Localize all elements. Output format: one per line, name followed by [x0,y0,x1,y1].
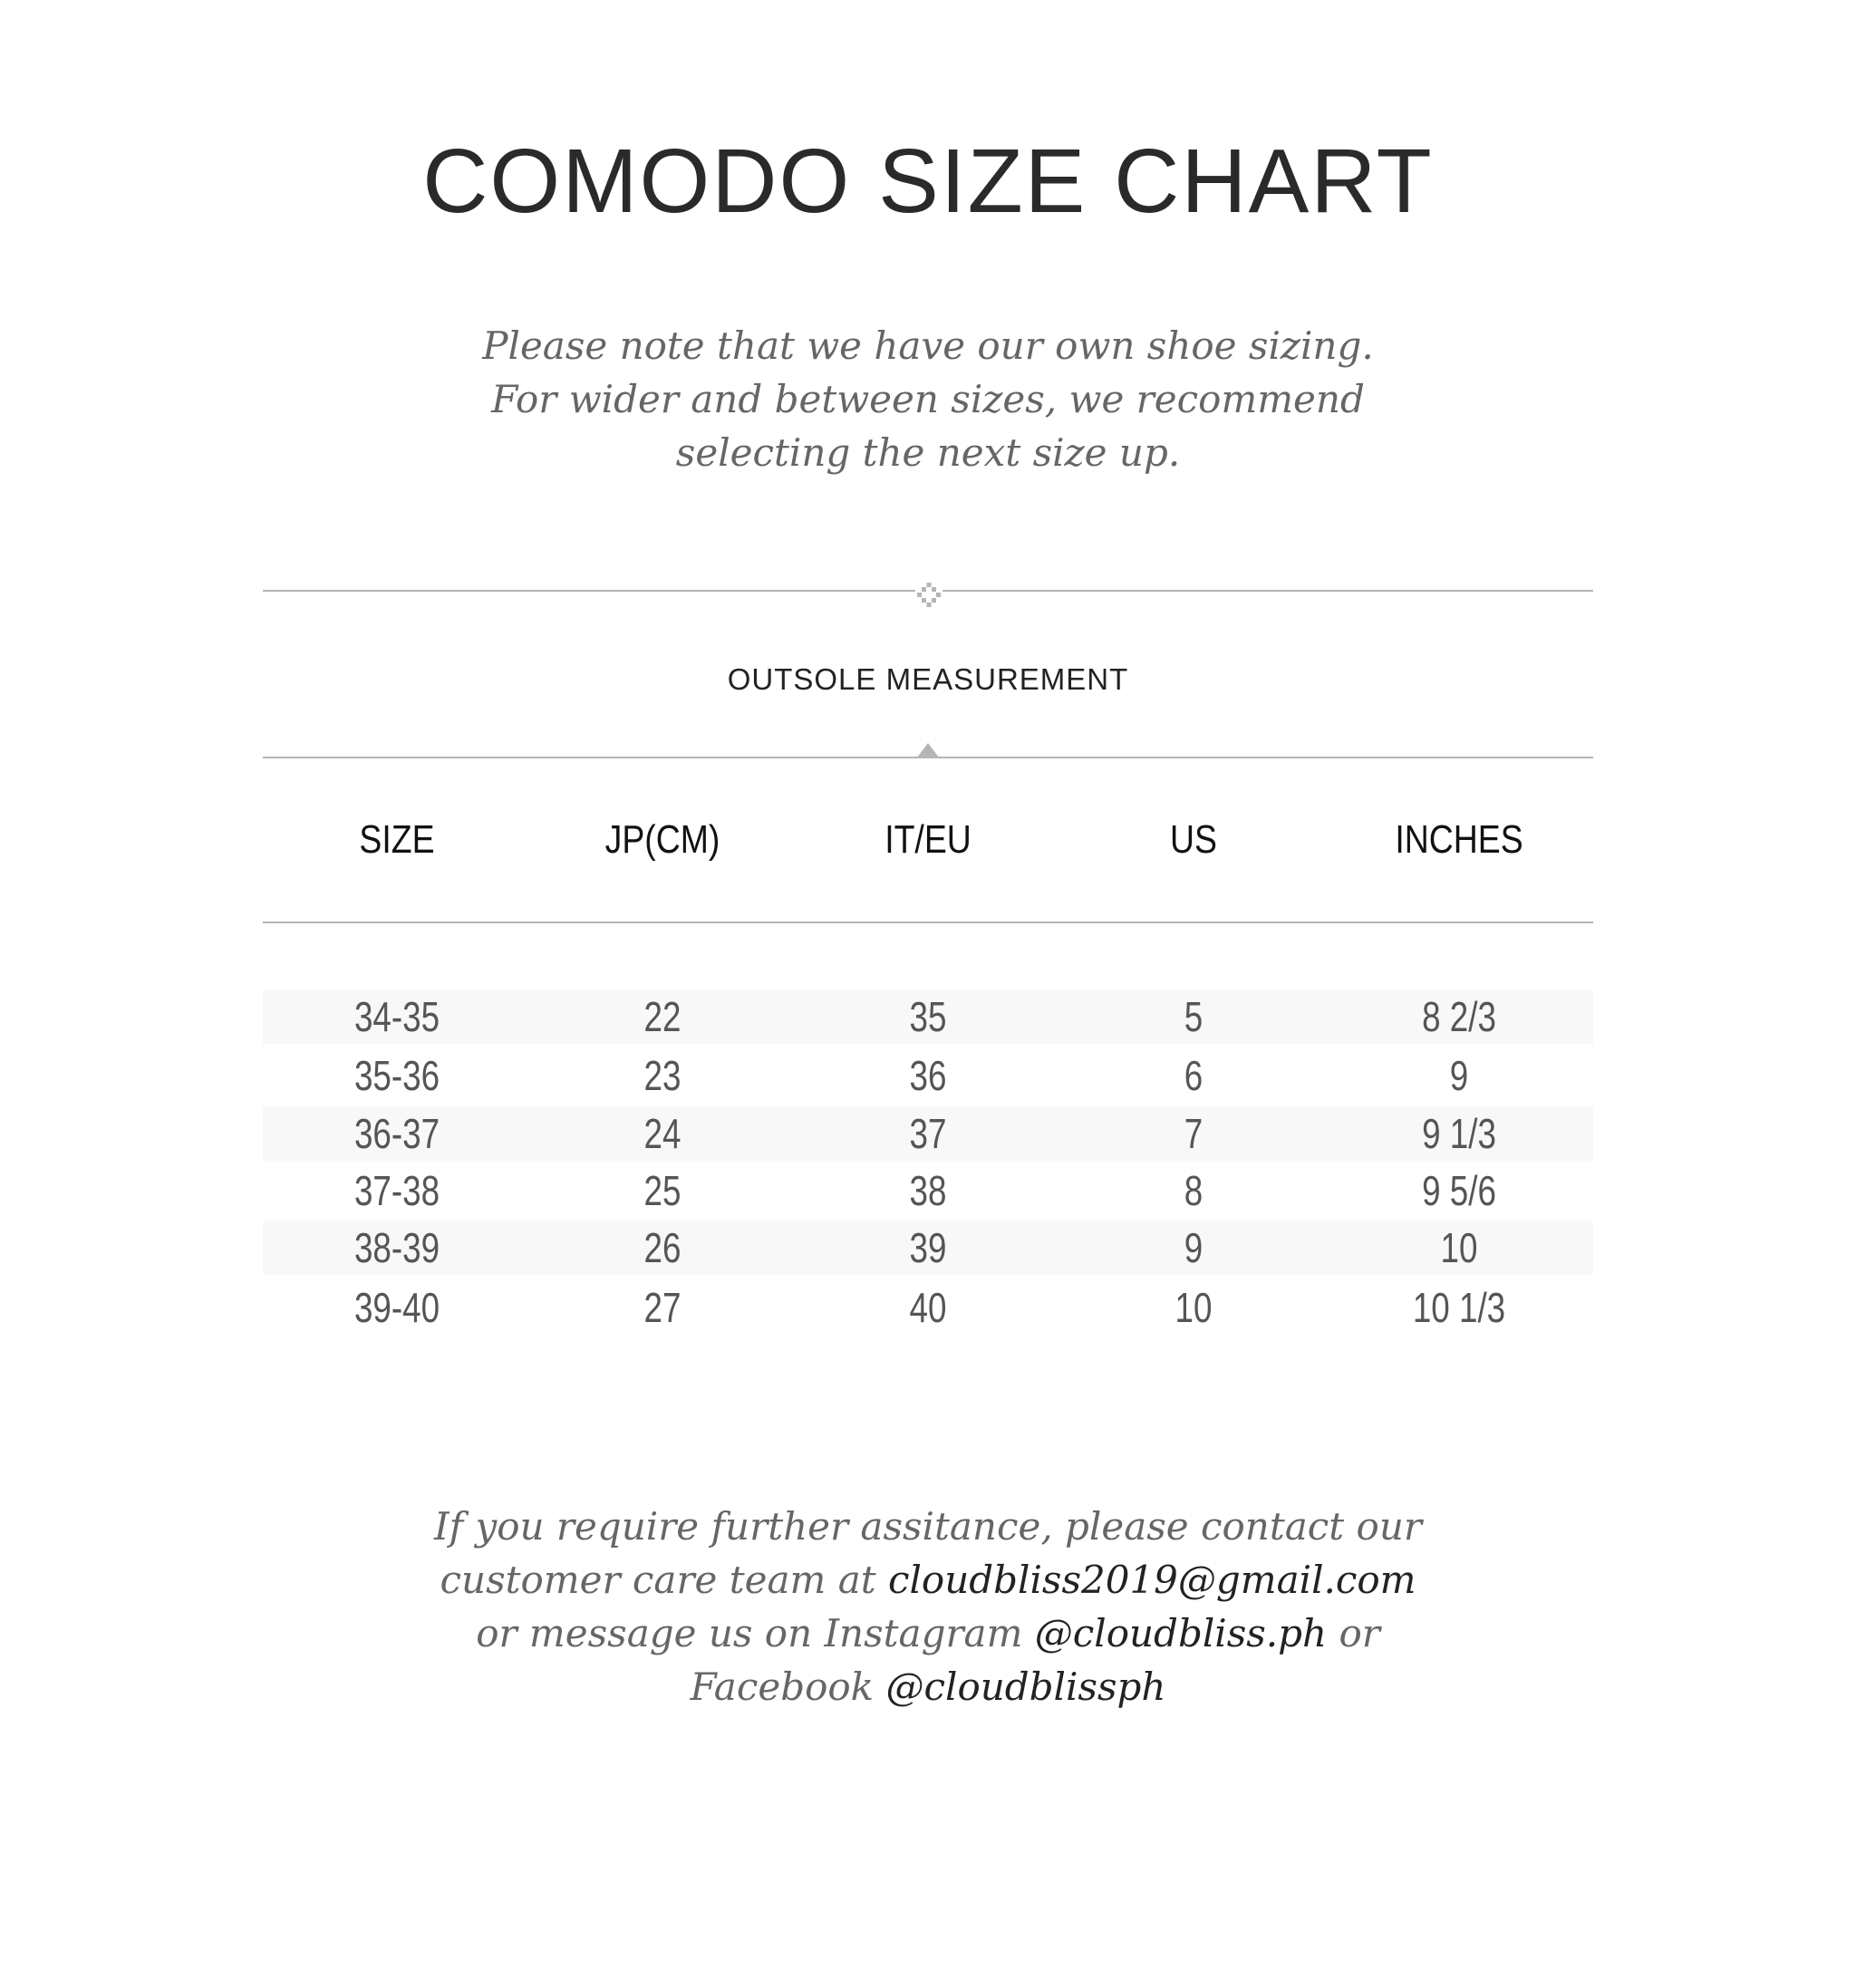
table-row: 39-40 27 40 10 10 1/3 [263,1280,1593,1335]
note-line: selecting the next size up. [675,430,1181,475]
divider-header-bottom [263,922,1593,923]
cell-eu: 36 [909,1052,947,1099]
divider-header-top [263,757,1593,758]
cell-jp: 22 [643,993,682,1040]
cell-size: 36-37 [353,1110,440,1157]
cell-jp: 26 [643,1224,682,1271]
table-row: 35-36 23 36 6 9 [263,1048,1593,1103]
triangle-marker-icon [917,743,939,758]
cell-size: 38-39 [353,1224,440,1271]
cell-eu: 35 [909,993,947,1040]
cell-eu: 37 [909,1110,947,1157]
column-header-eu: IT/EU [884,817,972,862]
cell-jp: 23 [643,1052,682,1099]
facebook-link[interactable]: @cloudblissph [885,1665,1166,1709]
table-row: 36-37 24 37 7 9 1/3 [263,1106,1593,1161]
footer-text: customer care team at [440,1558,888,1602]
table-row: 34-35 22 35 5 8 2/3 [263,989,1593,1044]
column-header-inches: INCHES [1395,817,1523,862]
section-label: OUTSOLE MEASUREMENT [727,662,1129,696]
cell-eu: 40 [909,1284,947,1331]
cell-inches: 9 1/3 [1422,1110,1496,1157]
sizing-note: Please note that we have our own shoe si… [0,319,1856,479]
cell-jp: 24 [643,1110,682,1157]
cell-us: 8 [1184,1167,1204,1214]
note-line: For wider and between sizes, we recommen… [491,377,1365,421]
footer-text: or [1327,1611,1380,1655]
table-row: 37-38 25 38 8 9 5/6 [263,1163,1593,1218]
instagram-link[interactable]: @cloudbliss.ph [1034,1611,1328,1655]
note-line: Please note that we have our own shoe si… [482,323,1374,368]
footer-text: or message us on Instagram [476,1611,1035,1655]
cell-eu: 39 [909,1224,947,1271]
cell-inches: 9 [1449,1052,1469,1099]
cell-size: 35-36 [353,1052,440,1099]
column-header-size: SIZE [359,817,435,862]
cell-us: 6 [1184,1052,1204,1099]
page-title: COMODO SIZE CHART [422,130,1434,232]
table-row: 38-39 26 39 9 10 [263,1221,1593,1275]
cell-inches: 8 2/3 [1422,993,1496,1040]
contact-note: If you require further assitance, please… [0,1500,1856,1713]
cell-size: 34-35 [353,993,440,1040]
cell-us: 5 [1184,993,1204,1040]
footer-line: or message us on Instagram @cloudbliss.p… [0,1607,1856,1660]
footer-line: Facebook @cloudblissph [0,1660,1856,1713]
cell-us: 9 [1184,1224,1204,1271]
cell-inches: 9 5/6 [1422,1167,1496,1214]
cell-inches: 10 [1440,1224,1478,1271]
footer-text: Facebook [690,1665,886,1709]
footer-line: If you require further assitance, please… [434,1504,1422,1549]
cell-us: 7 [1184,1110,1204,1157]
cell-size: 37-38 [353,1167,440,1214]
cell-size: 39-40 [353,1284,440,1331]
cell-jp: 27 [643,1284,682,1331]
cell-us: 10 [1174,1284,1213,1331]
footer-line: customer care team at cloudbliss2019@gma… [0,1553,1856,1607]
cell-eu: 38 [909,1167,947,1214]
cell-inches: 10 1/3 [1412,1284,1506,1331]
cell-jp: 25 [643,1167,682,1214]
email-link[interactable]: cloudbliss2019@gmail.com [887,1558,1416,1602]
diamond-ornament-icon [915,582,942,609]
column-header-us: US [1170,817,1217,862]
column-header-jp: JP(CM) [604,817,720,862]
